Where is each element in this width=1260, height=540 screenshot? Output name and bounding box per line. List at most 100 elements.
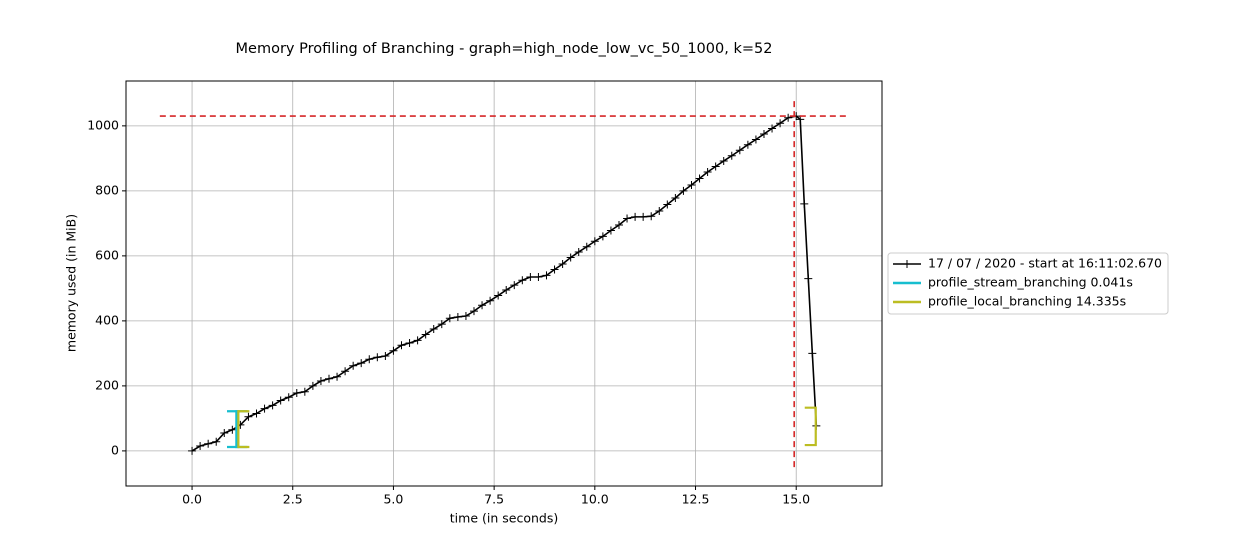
data-point <box>526 272 535 281</box>
data-point <box>276 396 285 405</box>
legend-label: 17 / 07 / 2020 - start at 16:11:02.670 <box>928 256 1162 271</box>
data-point <box>776 119 785 128</box>
data-point <box>614 220 623 229</box>
data-point <box>598 232 607 241</box>
data-point <box>212 437 221 446</box>
data-point <box>421 330 430 339</box>
data-point <box>429 325 438 334</box>
plot-frame <box>125 80 883 487</box>
data-point <box>566 253 575 262</box>
data-point <box>437 320 446 329</box>
x-tick-label: 12.5 <box>682 492 710 507</box>
data-point <box>494 291 503 300</box>
data-point <box>623 214 632 223</box>
data-point <box>461 312 470 321</box>
data-point <box>804 274 813 283</box>
data-point <box>784 113 793 122</box>
data-point <box>679 186 688 195</box>
end-bracket <box>804 406 817 447</box>
data-point <box>453 312 462 321</box>
data-point <box>268 401 277 410</box>
data-point <box>751 135 760 144</box>
data-point <box>252 409 261 418</box>
data-point <box>292 389 301 398</box>
legend: 17 / 07 / 2020 - start at 16:11:02.670 pr… <box>887 252 1169 315</box>
data-point <box>671 194 680 203</box>
data-point <box>389 346 398 355</box>
legend-label: profile_stream_branching 0.041s <box>928 275 1133 290</box>
data-point <box>510 281 519 290</box>
data-line <box>191 115 818 452</box>
data-point <box>260 404 269 413</box>
data-point <box>284 393 293 402</box>
data-point <box>381 351 390 360</box>
data-point <box>469 307 478 316</box>
data-point <box>663 200 672 209</box>
y-axis-label: memory used (in MiB) <box>64 214 79 352</box>
data-point <box>373 353 382 362</box>
data-point <box>582 242 591 251</box>
data-point <box>349 361 358 370</box>
data-point <box>727 151 736 160</box>
y-tick-label: 800 <box>95 182 119 197</box>
data-point <box>719 156 728 165</box>
data-point <box>735 146 744 155</box>
data-point <box>333 372 342 381</box>
data-point <box>647 212 656 221</box>
y-tick-label: 400 <box>95 312 119 327</box>
x-tick-label: 15.0 <box>782 492 810 507</box>
data-point <box>341 367 350 376</box>
data-point <box>486 296 495 305</box>
data-point <box>590 237 599 246</box>
data-point <box>478 301 487 310</box>
data-point <box>300 387 309 396</box>
data-point <box>397 341 406 350</box>
data-point <box>574 247 583 256</box>
y-tick-label: 600 <box>95 247 119 262</box>
data-point <box>655 207 664 216</box>
data-point <box>558 259 567 268</box>
data-point <box>228 425 237 434</box>
x-tick-label: 5.0 <box>383 492 403 507</box>
data-point <box>800 199 809 208</box>
data-point <box>196 442 205 451</box>
y-tick-label: 0 <box>111 442 119 457</box>
data-point <box>308 381 317 390</box>
legend-marker <box>903 260 911 268</box>
data-point <box>188 446 197 455</box>
data-point <box>743 140 752 149</box>
start-bracket <box>237 410 250 449</box>
data-point <box>220 429 229 438</box>
y-tick-label: 1000 <box>87 117 119 132</box>
data-point <box>413 336 422 345</box>
data-point <box>606 226 615 235</box>
data-point <box>542 271 551 280</box>
legend-box <box>887 252 1169 315</box>
x-tick-label: 7.5 <box>484 492 504 507</box>
data-point <box>365 355 374 364</box>
data-point <box>759 129 768 138</box>
x-tick-label: 0.0 <box>182 492 202 507</box>
data-point <box>703 168 712 177</box>
data-point <box>324 374 333 383</box>
data-point <box>695 174 704 183</box>
data-point <box>518 276 527 285</box>
data-point <box>445 314 454 323</box>
x-tick-label: 2.5 <box>283 492 303 507</box>
data-point <box>711 162 720 171</box>
data-point <box>534 272 543 281</box>
data-point <box>244 412 253 421</box>
data-point <box>204 439 213 448</box>
data-point <box>405 338 414 347</box>
data-point <box>808 349 817 358</box>
chart-title: Memory Profiling of Branching - graph=hi… <box>236 41 773 57</box>
data-point <box>316 377 325 386</box>
x-axis-label: time (in seconds) <box>450 511 558 526</box>
data-point <box>768 124 777 133</box>
data-point <box>631 212 640 221</box>
data-point <box>550 265 559 274</box>
data-point <box>502 286 511 295</box>
data-point <box>357 359 366 368</box>
y-tick-label: 200 <box>95 377 119 392</box>
